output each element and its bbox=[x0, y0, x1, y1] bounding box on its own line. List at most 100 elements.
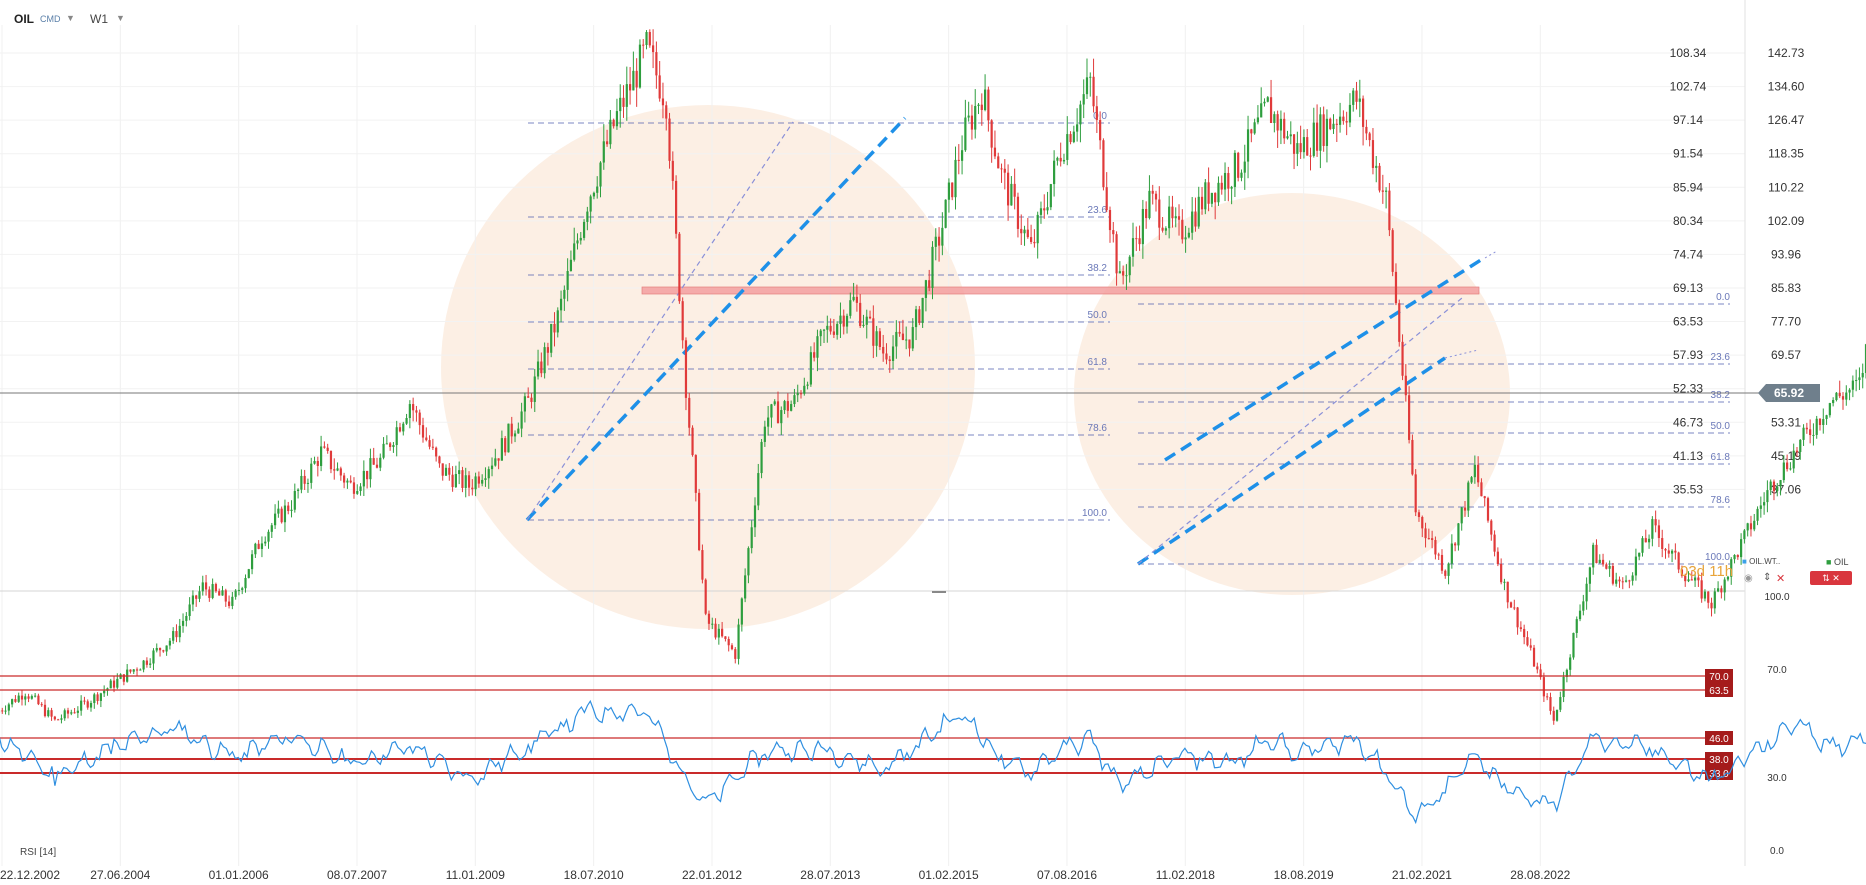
candle-body bbox=[369, 458, 372, 480]
candle-body bbox=[395, 427, 398, 446]
timeframe-dropdown-icon[interactable]: ▼ bbox=[116, 13, 125, 23]
candle-body bbox=[37, 695, 40, 705]
candle-body bbox=[1690, 579, 1693, 581]
candle-body bbox=[1654, 519, 1657, 526]
candle-body bbox=[1319, 114, 1322, 151]
candle-body bbox=[152, 650, 155, 664]
candle-body bbox=[1233, 152, 1237, 187]
candle-body bbox=[57, 719, 60, 721]
candle-body bbox=[1365, 126, 1368, 134]
resistance-zone bbox=[641, 286, 1480, 295]
timeframe-label[interactable]: W1 bbox=[90, 12, 108, 26]
close-icon[interactable]: ✕ bbox=[1776, 573, 1786, 585]
candle-body bbox=[451, 474, 454, 488]
candle-body bbox=[1585, 583, 1588, 602]
y-tick-label-left: 41.13 bbox=[1673, 449, 1703, 463]
candle-body bbox=[1782, 462, 1785, 481]
candle-body bbox=[540, 361, 543, 374]
legend-series-2[interactable]: ■ OIL bbox=[1826, 557, 1848, 567]
candle-body bbox=[1723, 579, 1726, 593]
candle-body bbox=[1006, 172, 1010, 206]
candle-body bbox=[1477, 464, 1480, 483]
candle-body bbox=[1716, 588, 1720, 592]
candle-body bbox=[566, 271, 569, 290]
candle-body bbox=[1457, 523, 1460, 546]
candle-body bbox=[1575, 619, 1578, 633]
candle-body bbox=[691, 427, 694, 456]
x-tick-label: 01.01.2006 bbox=[209, 868, 269, 882]
candle-body bbox=[1145, 208, 1148, 219]
candle-body bbox=[1375, 165, 1378, 168]
symbol-dropdown-icon[interactable]: ▼ bbox=[66, 13, 75, 23]
x-tick-label: 11.01.2009 bbox=[446, 868, 505, 882]
candle-body bbox=[1454, 543, 1457, 546]
candle-body bbox=[1283, 118, 1286, 139]
candle-body bbox=[24, 696, 27, 700]
candle-body bbox=[1424, 528, 1427, 539]
symbol-label[interactable]: OIL bbox=[14, 12, 34, 26]
candle-body bbox=[1480, 482, 1483, 497]
candle-body bbox=[139, 669, 142, 671]
candle-body bbox=[780, 410, 783, 424]
rsi-tick-label: 0.0 bbox=[1770, 846, 1784, 857]
candle-body bbox=[1506, 581, 1509, 603]
candle-body bbox=[76, 710, 79, 713]
candle-body bbox=[1049, 184, 1052, 208]
candle-body bbox=[1818, 418, 1822, 425]
candle-body bbox=[1036, 214, 1039, 244]
y-tick-label-left: 69.13 bbox=[1673, 281, 1703, 295]
candle-body bbox=[1559, 697, 1562, 710]
candle-body bbox=[323, 446, 326, 448]
candle-body bbox=[204, 582, 208, 590]
x-tick-label: 27.06.2004 bbox=[90, 868, 150, 882]
candle-body bbox=[1582, 601, 1585, 611]
fib-level-label: 100.0 bbox=[1705, 552, 1730, 563]
candle-body bbox=[83, 700, 86, 702]
candle-body bbox=[875, 331, 878, 346]
candle-body bbox=[504, 438, 507, 453]
candle-body bbox=[1851, 380, 1854, 390]
candle-body bbox=[750, 527, 753, 549]
candle-body bbox=[477, 476, 480, 484]
candle-body bbox=[34, 695, 37, 697]
candle-body bbox=[1079, 104, 1082, 125]
candle-body bbox=[704, 579, 707, 614]
candle-body bbox=[559, 298, 563, 311]
candle-body bbox=[855, 296, 858, 303]
candle-body bbox=[1227, 173, 1230, 189]
candle-body bbox=[533, 376, 536, 402]
y-tick-label-left: 57.93 bbox=[1673, 348, 1703, 362]
candle-body bbox=[1273, 114, 1276, 124]
trendline-channel-upper bbox=[1164, 256, 1485, 462]
candle-body bbox=[1187, 232, 1190, 238]
candle-body bbox=[1105, 187, 1108, 210]
candle-body bbox=[1292, 134, 1296, 154]
sort-arrows-icon[interactable]: ⇕ bbox=[1763, 572, 1772, 583]
candle-body bbox=[1089, 76, 1092, 78]
legend-series-1[interactable]: ■ OIL.WT.. bbox=[1742, 557, 1780, 566]
candle-body bbox=[241, 588, 244, 590]
rsi-indicator-label[interactable]: RSI [14] bbox=[20, 847, 57, 858]
candle-body bbox=[1532, 647, 1536, 667]
candle-body bbox=[96, 694, 99, 701]
candle-body bbox=[425, 437, 428, 441]
candle-body bbox=[944, 199, 947, 228]
candle-body bbox=[1309, 155, 1312, 157]
candle-body bbox=[1450, 543, 1453, 564]
candle-body bbox=[471, 487, 474, 490]
candle-body bbox=[510, 423, 513, 437]
candle-body bbox=[658, 75, 661, 99]
candle-body bbox=[546, 347, 550, 353]
candle-body bbox=[1855, 380, 1858, 382]
candle-body bbox=[648, 32, 651, 46]
candle-body bbox=[543, 347, 546, 374]
candle-body bbox=[1628, 580, 1631, 582]
candle-body bbox=[1207, 182, 1210, 204]
eye-icon[interactable]: ◉ bbox=[1744, 573, 1753, 584]
series-settings-button[interactable]: ⇅ ✕ bbox=[1810, 571, 1852, 585]
rsi-tick-label: 100.0 bbox=[1764, 592, 1789, 603]
candle-body bbox=[1322, 114, 1325, 146]
candle-body bbox=[1572, 632, 1575, 658]
candle-body bbox=[882, 346, 885, 354]
